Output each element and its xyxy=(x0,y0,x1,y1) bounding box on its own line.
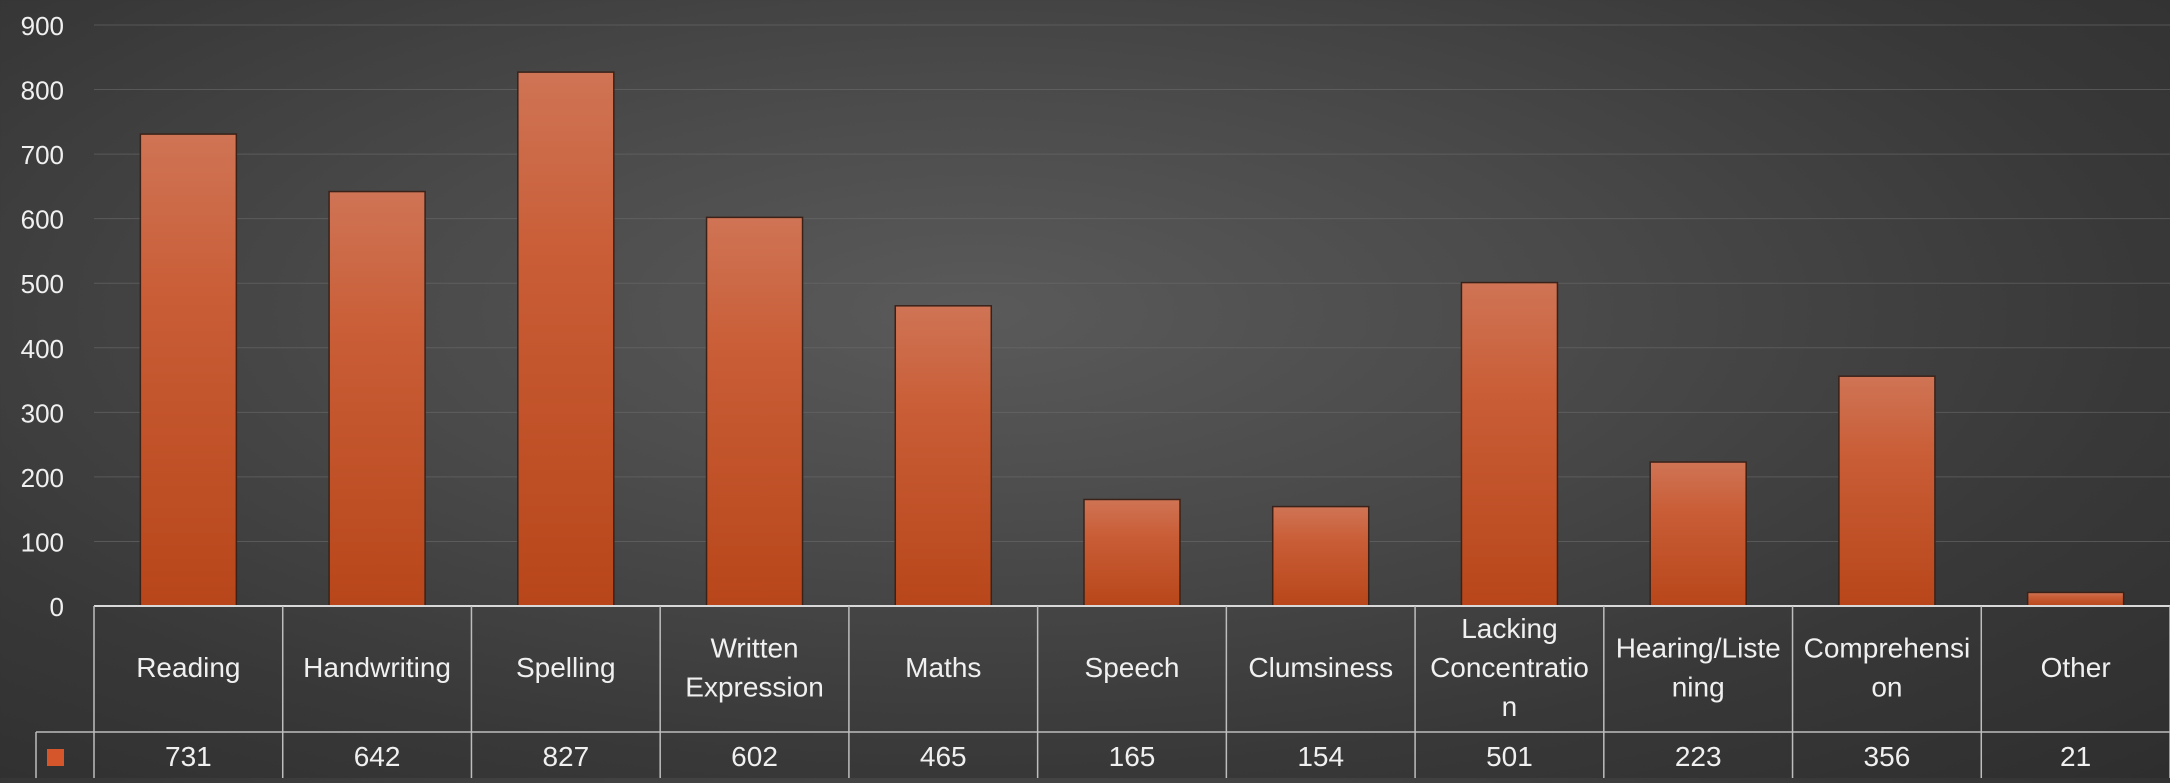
bar xyxy=(1083,498,1181,607)
bar xyxy=(139,133,238,607)
bar xyxy=(1460,281,1559,607)
data-table: Reading 731 Handwriting 642 Spelling 827 Writt… xyxy=(35,605,2170,778)
y-tick-label: 400 xyxy=(21,334,64,364)
data-table-value: 154 xyxy=(1297,741,1344,772)
data-table-value: 356 xyxy=(1864,741,1911,772)
y-tick-label: 900 xyxy=(21,11,64,41)
y-tick-label: 0 xyxy=(50,592,64,622)
category-label: Clumsiness xyxy=(1248,652,1393,683)
data-table-value: 223 xyxy=(1675,741,1722,772)
data-table-value: 501 xyxy=(1486,741,1533,772)
y-tick-label: 800 xyxy=(21,76,64,106)
category-label: Handwriting xyxy=(303,652,451,683)
bar xyxy=(517,71,615,607)
category-label: Reading xyxy=(136,652,240,683)
bar xyxy=(2026,591,2125,607)
legend-key-swatch xyxy=(47,749,64,766)
category-label: Lacking Concentratio n xyxy=(1430,613,1589,722)
bar xyxy=(1649,461,1747,607)
data-table-value: 465 xyxy=(920,741,967,772)
category-label: Spelling xyxy=(516,652,616,683)
category-label: Written Expression xyxy=(685,633,824,703)
gridlines xyxy=(94,24,2170,542)
data-table-value: 21 xyxy=(2060,741,2091,772)
data-table-value: 827 xyxy=(542,741,589,772)
bar xyxy=(894,305,993,607)
category-label: Comprehensi on xyxy=(1804,633,1971,703)
category-label: Speech xyxy=(1085,652,1180,683)
data-table-value: 165 xyxy=(1109,741,1156,772)
y-tick-label: 300 xyxy=(21,398,64,428)
y-tick-label: 100 xyxy=(21,527,64,557)
category-label: Hearing/Liste ning xyxy=(1616,633,1781,703)
bar xyxy=(328,190,426,607)
bar xyxy=(705,216,804,607)
bar xyxy=(1838,375,1936,607)
bar xyxy=(1271,505,1370,607)
bars xyxy=(139,71,2125,607)
y-tick-label: 700 xyxy=(21,140,64,170)
y-axis-tick-labels: 0 100 200 300 400 500 600 700 800 900 xyxy=(21,11,64,622)
category-label: Other xyxy=(2041,652,2111,683)
category-label: Maths xyxy=(905,652,981,683)
y-tick-label: 600 xyxy=(21,205,64,235)
data-table-value: 602 xyxy=(731,741,778,772)
y-tick-label: 200 xyxy=(21,463,64,493)
data-table-value: 642 xyxy=(354,741,401,772)
data-table-value: 731 xyxy=(165,741,212,772)
y-tick-label: 500 xyxy=(21,269,64,299)
